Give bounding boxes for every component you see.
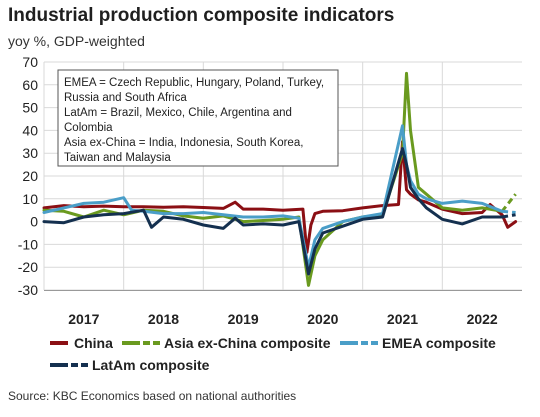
y-tick-label: 50 bbox=[22, 100, 38, 116]
series-forecast-line-3 bbox=[501, 213, 516, 219]
series-line-0 bbox=[42, 140, 518, 254]
y-tick-label: -30 bbox=[18, 282, 38, 298]
chart-subtitle: yoy %, GDP-weighted bbox=[8, 33, 145, 49]
annotation-line: Colombia bbox=[64, 122, 113, 134]
y-tick-label: 30 bbox=[22, 145, 38, 161]
series-forecast-line-1 bbox=[500, 193, 517, 213]
annotation-line: LatAm = Brazil, Mexico, Chile, Argentina… bbox=[64, 107, 292, 119]
legend-label: EMEA composite bbox=[382, 335, 496, 351]
y-tick-label: 60 bbox=[22, 77, 38, 93]
annotation-frame bbox=[57, 69, 339, 167]
y-tick-label: -20 bbox=[18, 259, 38, 275]
x-tick-label: 2021 bbox=[387, 311, 418, 327]
x-tick-label: 2018 bbox=[148, 311, 179, 327]
annotation-box: EMEA = Czech Republic, Hungary, Poland, … bbox=[57, 69, 339, 167]
annotation-line: Taiwan and Malaysia bbox=[64, 152, 171, 164]
series-lines bbox=[42, 71, 518, 287]
annotation-line: Asia ex-China = India, Indonesia, South … bbox=[64, 137, 303, 149]
annotation-line: EMEA = Czech Republic, Hungary, Poland, … bbox=[64, 77, 324, 89]
y-tick-label: 70 bbox=[22, 54, 38, 70]
y-tick-label: 20 bbox=[22, 168, 38, 184]
legend-label: LatAm composite bbox=[92, 357, 210, 373]
y-axis: 70 60 50 40 30 20 10 0 -10 -20 -30 bbox=[18, 54, 38, 298]
x-tick-label: 2017 bbox=[68, 311, 99, 327]
legend-label: China bbox=[74, 335, 113, 351]
y-tick-label: 40 bbox=[22, 122, 38, 138]
y-tick-label: -10 bbox=[18, 236, 38, 252]
x-axis: 2017 2018 2019 2020 2021 2022 bbox=[44, 290, 522, 327]
x-tick-label: 2019 bbox=[228, 311, 259, 327]
source-note: Source: KBC Economics based on national … bbox=[8, 389, 297, 403]
legend: China Asia ex-China composite EMEA composi… bbox=[50, 335, 496, 373]
legend-label: Asia ex-China composite bbox=[164, 335, 331, 351]
chart-title: Industrial production composite indicato… bbox=[8, 5, 395, 26]
annotation-line: Russia and South Africa bbox=[64, 92, 187, 104]
series-forecast-line-2 bbox=[501, 209, 516, 214]
x-tick-label: 2020 bbox=[307, 311, 338, 327]
x-tick-label: 2022 bbox=[467, 311, 498, 327]
y-tick-label: 10 bbox=[22, 191, 38, 207]
y-tick-label: 0 bbox=[30, 214, 38, 230]
series-line-3 bbox=[42, 147, 504, 276]
